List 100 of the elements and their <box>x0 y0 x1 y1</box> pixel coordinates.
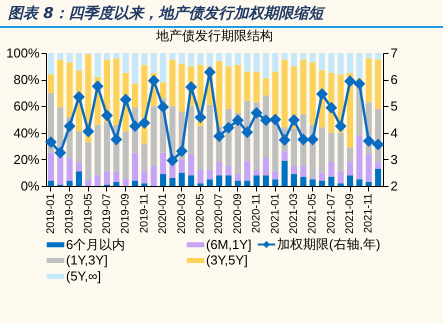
y2-tick-label: 5 <box>390 98 398 114</box>
point <box>54 147 66 158</box>
bar <box>300 53 306 60</box>
bar <box>272 179 278 186</box>
bar <box>141 183 148 186</box>
legend-label: (3Y,5Y] <box>206 252 248 268</box>
y2-tick-label: 7 <box>390 46 398 60</box>
bar <box>347 162 354 176</box>
point <box>223 122 234 134</box>
bar <box>338 132 344 172</box>
bar <box>310 53 316 62</box>
point <box>260 114 272 126</box>
bar <box>338 53 344 74</box>
bar <box>290 166 297 174</box>
bar <box>206 104 213 170</box>
bar <box>328 176 334 186</box>
bar <box>94 124 101 176</box>
bar <box>347 53 354 73</box>
y-tick-label: 100% <box>6 46 40 60</box>
y2-tick-label: 2 <box>390 178 398 194</box>
bar <box>85 179 92 186</box>
bar <box>197 170 204 184</box>
bar <box>318 172 326 181</box>
bar <box>104 53 110 60</box>
bar <box>225 175 232 186</box>
bar <box>85 142 92 180</box>
point <box>316 88 328 100</box>
bar <box>48 152 54 181</box>
point <box>110 134 122 145</box>
legend-label: (5Y,∞] <box>66 268 102 284</box>
bar <box>94 175 101 186</box>
bar <box>244 180 250 186</box>
bar <box>122 131 129 180</box>
x-tick-label: 2020-09 <box>232 194 244 234</box>
point <box>73 91 84 102</box>
bar <box>206 179 213 186</box>
bar <box>225 66 232 109</box>
bar <box>76 162 82 172</box>
point <box>242 126 253 138</box>
bar <box>197 126 204 170</box>
point <box>307 134 318 145</box>
bar <box>104 171 110 185</box>
bar <box>150 166 157 186</box>
x-tick-label: 2021-05 <box>306 194 319 234</box>
bar <box>169 178 176 186</box>
bar <box>318 127 326 173</box>
x-tick-label: 2020-11 <box>250 194 263 234</box>
bar <box>282 160 288 186</box>
bar <box>234 53 241 65</box>
bar <box>272 171 278 180</box>
bar <box>272 53 278 72</box>
point <box>102 110 112 121</box>
legend-label: (6M,1Y] <box>206 236 252 252</box>
point <box>372 139 384 150</box>
bar <box>254 175 260 186</box>
bar <box>48 180 54 186</box>
bar <box>262 53 269 78</box>
x-tick-label: 2021-01 <box>269 194 282 234</box>
bar <box>160 53 166 82</box>
chart-subtitle: 地产债发行期限结构 <box>155 29 273 44</box>
bar <box>122 53 129 73</box>
bar <box>234 174 241 181</box>
bar <box>216 175 222 186</box>
bar <box>254 72 260 102</box>
x-tick-label: 2019-03 <box>64 194 76 234</box>
bar <box>375 168 382 186</box>
point <box>270 114 281 125</box>
bar <box>262 175 269 186</box>
bar <box>132 180 138 186</box>
bar <box>113 53 120 58</box>
bar <box>48 53 54 74</box>
bar <box>188 175 194 186</box>
bar <box>310 62 316 125</box>
bar <box>132 152 138 181</box>
point <box>82 126 94 137</box>
point <box>204 66 216 78</box>
bar <box>178 53 185 64</box>
y2-tick-label: 3 <box>390 152 398 167</box>
x-tick-label: 2019-09 <box>120 194 132 234</box>
bar <box>76 131 82 162</box>
x-tick-label: 2020-05 <box>194 194 206 234</box>
point <box>195 112 206 123</box>
bar <box>375 162 382 169</box>
point <box>214 130 225 142</box>
y-tick-label: 80% <box>13 72 40 88</box>
bar <box>244 160 250 181</box>
bar <box>338 171 344 184</box>
y-tick-label: 60% <box>13 98 40 114</box>
x-tick-label: 2019-07 <box>100 194 113 234</box>
bar <box>132 53 138 84</box>
bar <box>150 106 157 166</box>
legend-label: 加权期限(右轴,年) <box>277 236 380 252</box>
y-tick-label: 0% <box>20 178 40 194</box>
bar <box>122 179 129 186</box>
bar <box>113 171 120 182</box>
bar <box>375 53 382 60</box>
y2-tick-label: 4 <box>390 125 398 140</box>
point <box>298 134 309 145</box>
x-tick-label: 2020-01 <box>157 194 170 234</box>
bar <box>300 176 306 186</box>
